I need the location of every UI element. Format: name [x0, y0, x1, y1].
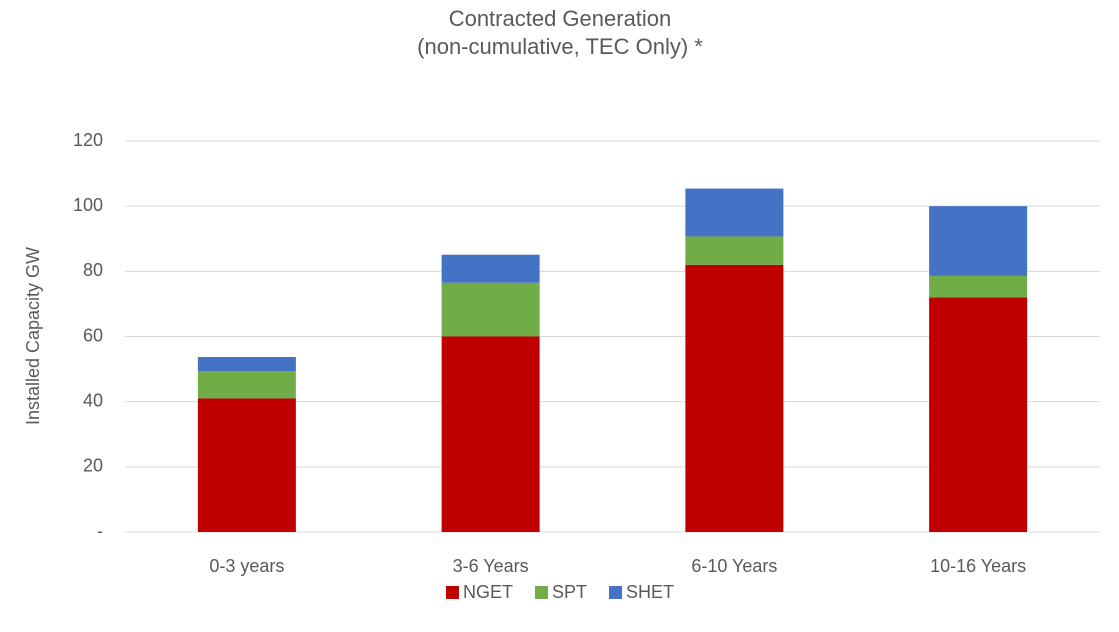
x-tick-label: 10-16 Years [930, 556, 1026, 576]
x-tick-label: 3-6 Years [453, 556, 529, 576]
bar-segment [197, 371, 296, 399]
legend-label: SHET [626, 582, 674, 602]
bar-segment [197, 398, 296, 532]
bar-segment [441, 254, 540, 283]
bar-segment [929, 275, 1028, 298]
legend-swatch [609, 586, 623, 599]
legend-swatch [445, 586, 459, 599]
bar-segment [929, 297, 1028, 532]
legend-label: NGET [463, 582, 513, 602]
y-tick-label: 40 [83, 390, 103, 410]
bar-segment [685, 188, 784, 237]
bar-segment [197, 357, 296, 372]
bar-segment [441, 336, 540, 532]
y-axis-title: Installed Capacity GW [23, 247, 43, 425]
y-tick-label: 120 [73, 130, 103, 150]
x-tick-label: 6-10 Years [691, 556, 777, 576]
bar-segment [685, 236, 784, 265]
chart-subtitle: (non-cumulative, TEC Only) * [417, 34, 703, 59]
bar-segment [929, 206, 1028, 276]
legend-swatch [534, 586, 548, 599]
chart-title: Contracted Generation [449, 6, 672, 31]
y-tick-label: 60 [83, 325, 103, 345]
legend-label: SPT [552, 582, 587, 602]
y-tick-label: 20 [83, 456, 103, 476]
y-tick-label: - [97, 521, 103, 541]
y-tick-label: 100 [73, 195, 103, 215]
bar-segment [441, 282, 540, 337]
y-tick-label: 80 [83, 260, 103, 280]
bar-segment [685, 264, 784, 532]
x-tick-label: 0-3 years [209, 556, 284, 576]
